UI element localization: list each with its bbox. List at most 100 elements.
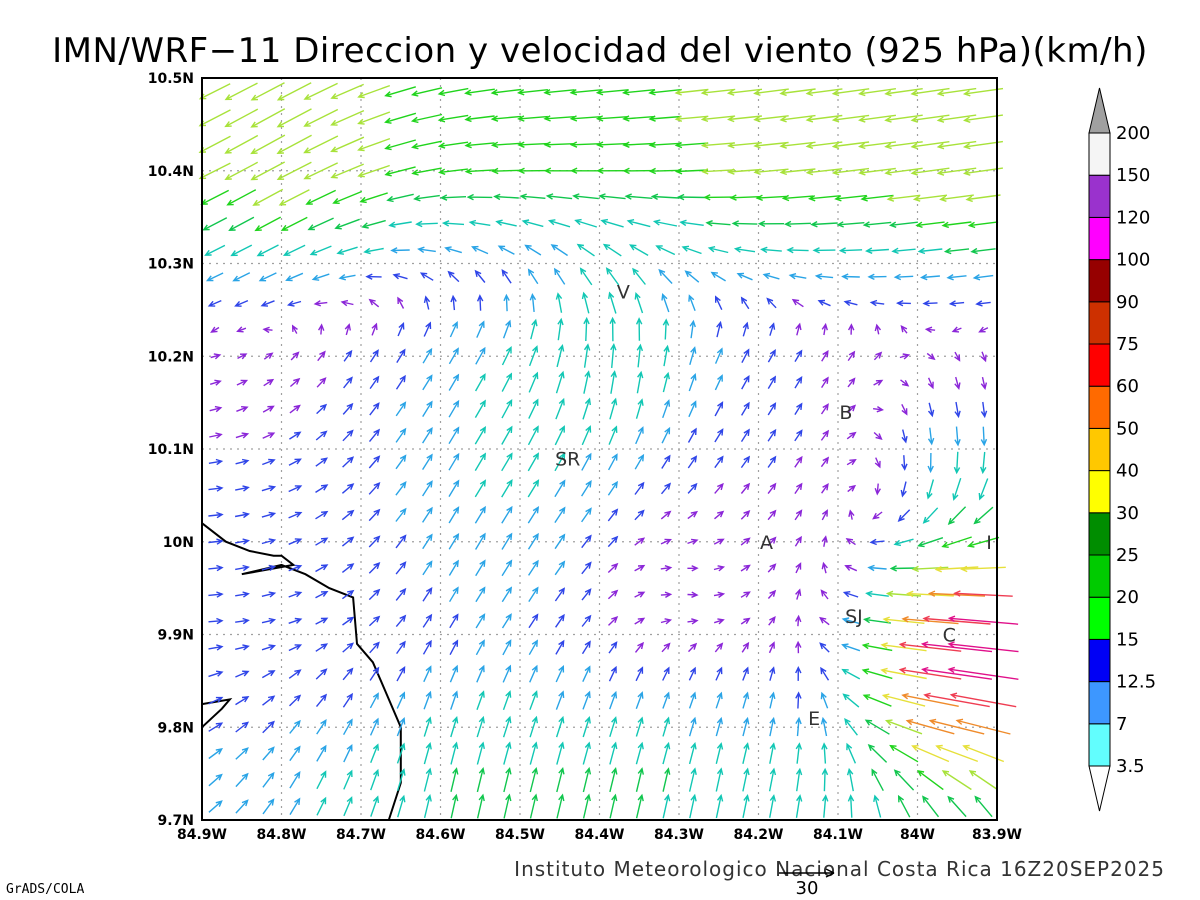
lat-tick-label: 9.9N: [157, 628, 194, 644]
wind-vector: [901, 403, 908, 416]
wind-vector: [901, 429, 908, 444]
wind-vector: [235, 799, 249, 814]
wind-vector: [862, 694, 892, 707]
wind-vector: [555, 665, 565, 683]
wind-vector: [336, 246, 358, 255]
wind-vector: [236, 379, 249, 386]
wind-vector: [230, 244, 253, 257]
wind-vector: [543, 115, 575, 122]
wind-vector: [501, 559, 513, 577]
wind-vector: [622, 141, 655, 148]
wind-vector: [714, 510, 725, 520]
legend-label: 90: [1116, 292, 1139, 313]
wind-vector: [660, 591, 673, 599]
wind-vector: [527, 425, 539, 446]
wind-vector: [497, 245, 515, 255]
wind-vector: [927, 377, 934, 390]
wind-vector: [767, 348, 776, 363]
wind-vector: [831, 114, 870, 123]
wind-vector: [687, 482, 698, 494]
wind-vector: [899, 353, 911, 360]
wind-vector: [517, 115, 548, 122]
legend-swatch: [1088, 174, 1111, 218]
wind-vector: [501, 479, 513, 498]
wind-vector: [204, 244, 226, 256]
wind-vector: [921, 666, 992, 680]
lat-tick-label: 9.8N: [157, 720, 194, 736]
wind-vector: [261, 511, 277, 518]
wind-vector: [610, 342, 617, 368]
wind-vector: [862, 616, 891, 624]
wind-vector: [315, 693, 328, 708]
legend-label: 25: [1116, 545, 1139, 566]
wind-vector: [663, 344, 670, 367]
wind-vector: [674, 115, 709, 122]
wind-vector: [715, 295, 723, 310]
wind-vector: [235, 617, 250, 625]
wind-vector: [417, 246, 436, 253]
lat-tick-label: 9.7N: [157, 813, 194, 829]
wind-vector: [288, 511, 303, 519]
lat-tick-label: 10.1N: [148, 442, 194, 458]
wind-vector: [330, 83, 364, 100]
wind-vector: [369, 641, 380, 654]
wind-vector: [581, 588, 592, 601]
wind-vector: [936, 140, 977, 150]
wind-vector: [707, 246, 729, 254]
wind-vector: [254, 216, 282, 232]
wind-vector: [687, 538, 699, 545]
wind-vector: [703, 194, 733, 201]
wind-vector: [208, 800, 223, 813]
wind-vector: [610, 370, 617, 394]
wind-vector: [742, 321, 749, 337]
wind-vector: [688, 742, 697, 765]
wind-vector: [547, 219, 571, 228]
lon-tick-label: 84.5W: [495, 827, 545, 843]
legend-label: 7: [1116, 714, 1127, 735]
wind-vector: [872, 511, 883, 520]
wind-vector-plot: V B SR A I SJ C E: [198, 77, 1019, 821]
wind-vector: [889, 744, 919, 763]
wind-vector: [490, 141, 522, 149]
wind-vector: [893, 769, 915, 791]
wind-vector: [954, 426, 961, 447]
legend-label: 12.5: [1116, 672, 1156, 693]
wind-vector: [250, 108, 286, 128]
place-label: SJ: [845, 606, 863, 628]
wind-vector: [980, 351, 987, 363]
wind-vector: [209, 379, 222, 386]
wind-vector: [846, 767, 854, 792]
coastline-segment: [201, 697, 233, 728]
wind-vector: [845, 537, 856, 546]
wind-vector: [947, 506, 967, 525]
wind-vector: [869, 538, 885, 546]
wind-vector: [384, 139, 416, 151]
wind-vector: [607, 480, 618, 496]
wind-vector: [583, 343, 591, 368]
legend-swatch: [1088, 681, 1111, 725]
wind-vector: [946, 274, 967, 281]
legend-swatch: [1088, 554, 1111, 598]
wind-vector: [794, 402, 803, 415]
wind-vector: [936, 114, 977, 123]
wind-vector: [767, 455, 777, 468]
wind-vector: [554, 506, 566, 523]
wind-vector: [396, 691, 406, 709]
wind-vector: [579, 267, 593, 286]
wind-vector: [422, 586, 433, 602]
wind-vector: [582, 793, 591, 819]
wind-vector: [263, 378, 275, 387]
wind-vector: [973, 506, 994, 525]
wind-vector: [357, 84, 391, 99]
wind-vector: [232, 272, 251, 282]
wind-vector: [423, 295, 431, 310]
reference-vector: 30: [779, 868, 835, 899]
wind-vector: [476, 767, 485, 793]
wind-vector: [847, 794, 855, 818]
wind-vector: [769, 716, 776, 737]
wind-vector: [900, 379, 910, 387]
wind-vector: [208, 591, 224, 598]
wind-vector: [234, 511, 250, 519]
wind-vector: [821, 742, 828, 764]
wind-vector: [554, 533, 566, 550]
